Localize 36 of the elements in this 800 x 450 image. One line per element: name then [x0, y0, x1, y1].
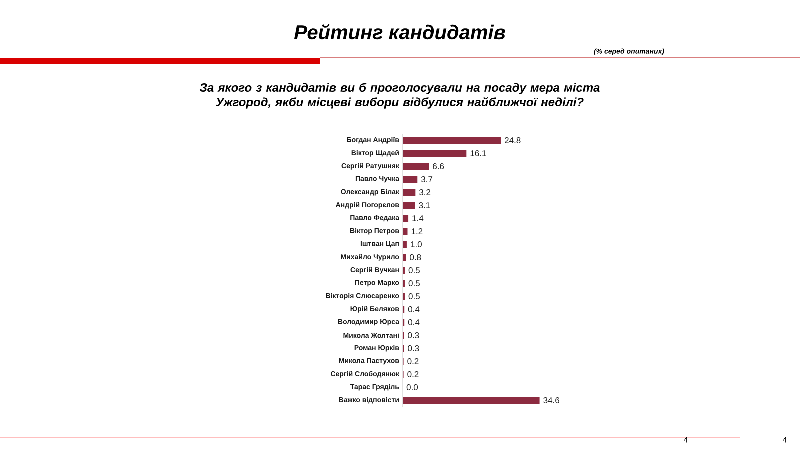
data-label: 24.8: [505, 138, 521, 144]
data-label: 3.7: [421, 176, 433, 183]
bar: [403, 137, 502, 144]
bar: [403, 228, 408, 235]
bar: [403, 241, 407, 248]
data-label: 0.0: [406, 384, 418, 391]
data-label: 34.6: [544, 398, 560, 404]
data-label: 0.2: [408, 372, 419, 378]
bar: [403, 215, 409, 222]
bar: [403, 163, 430, 170]
data-label: 0.5: [408, 268, 420, 274]
data-label: 1.4: [412, 216, 424, 222]
data-label: 0.3: [408, 332, 420, 339]
data-label: 6.6: [433, 164, 444, 170]
bar: [403, 254, 406, 261]
text: 4: [782, 437, 788, 443]
data-label: 3.2: [420, 190, 431, 196]
data-label: 3.1: [419, 202, 430, 209]
text: 4: [684, 437, 688, 443]
data-label: 0.4: [408, 306, 420, 313]
data-label: 16.1: [470, 150, 486, 157]
data-label: 1.2: [412, 228, 423, 234]
data-label: 0.5: [408, 280, 420, 287]
data-label: 0.8: [410, 254, 422, 261]
bar: [403, 202, 416, 210]
bar: [403, 397, 540, 404]
data-label: 0.3: [408, 346, 420, 352]
chart-title: Рейтинг кандидатів: [294, 24, 506, 40]
chart-subtitle: За якого з кандидатів ви б проголосували на посаду мера міста Ужгород, якби місцеві вибори відбулися найближчої неділі?: [200, 83, 600, 109]
data-label: 0.5: [408, 294, 420, 300]
bar: [403, 176, 418, 184]
data-label: 0.4: [408, 320, 420, 326]
data-label: 1.0: [411, 242, 422, 248]
bar: [403, 150, 467, 158]
bar: [403, 189, 416, 196]
data-label: 0.2: [408, 358, 419, 365]
